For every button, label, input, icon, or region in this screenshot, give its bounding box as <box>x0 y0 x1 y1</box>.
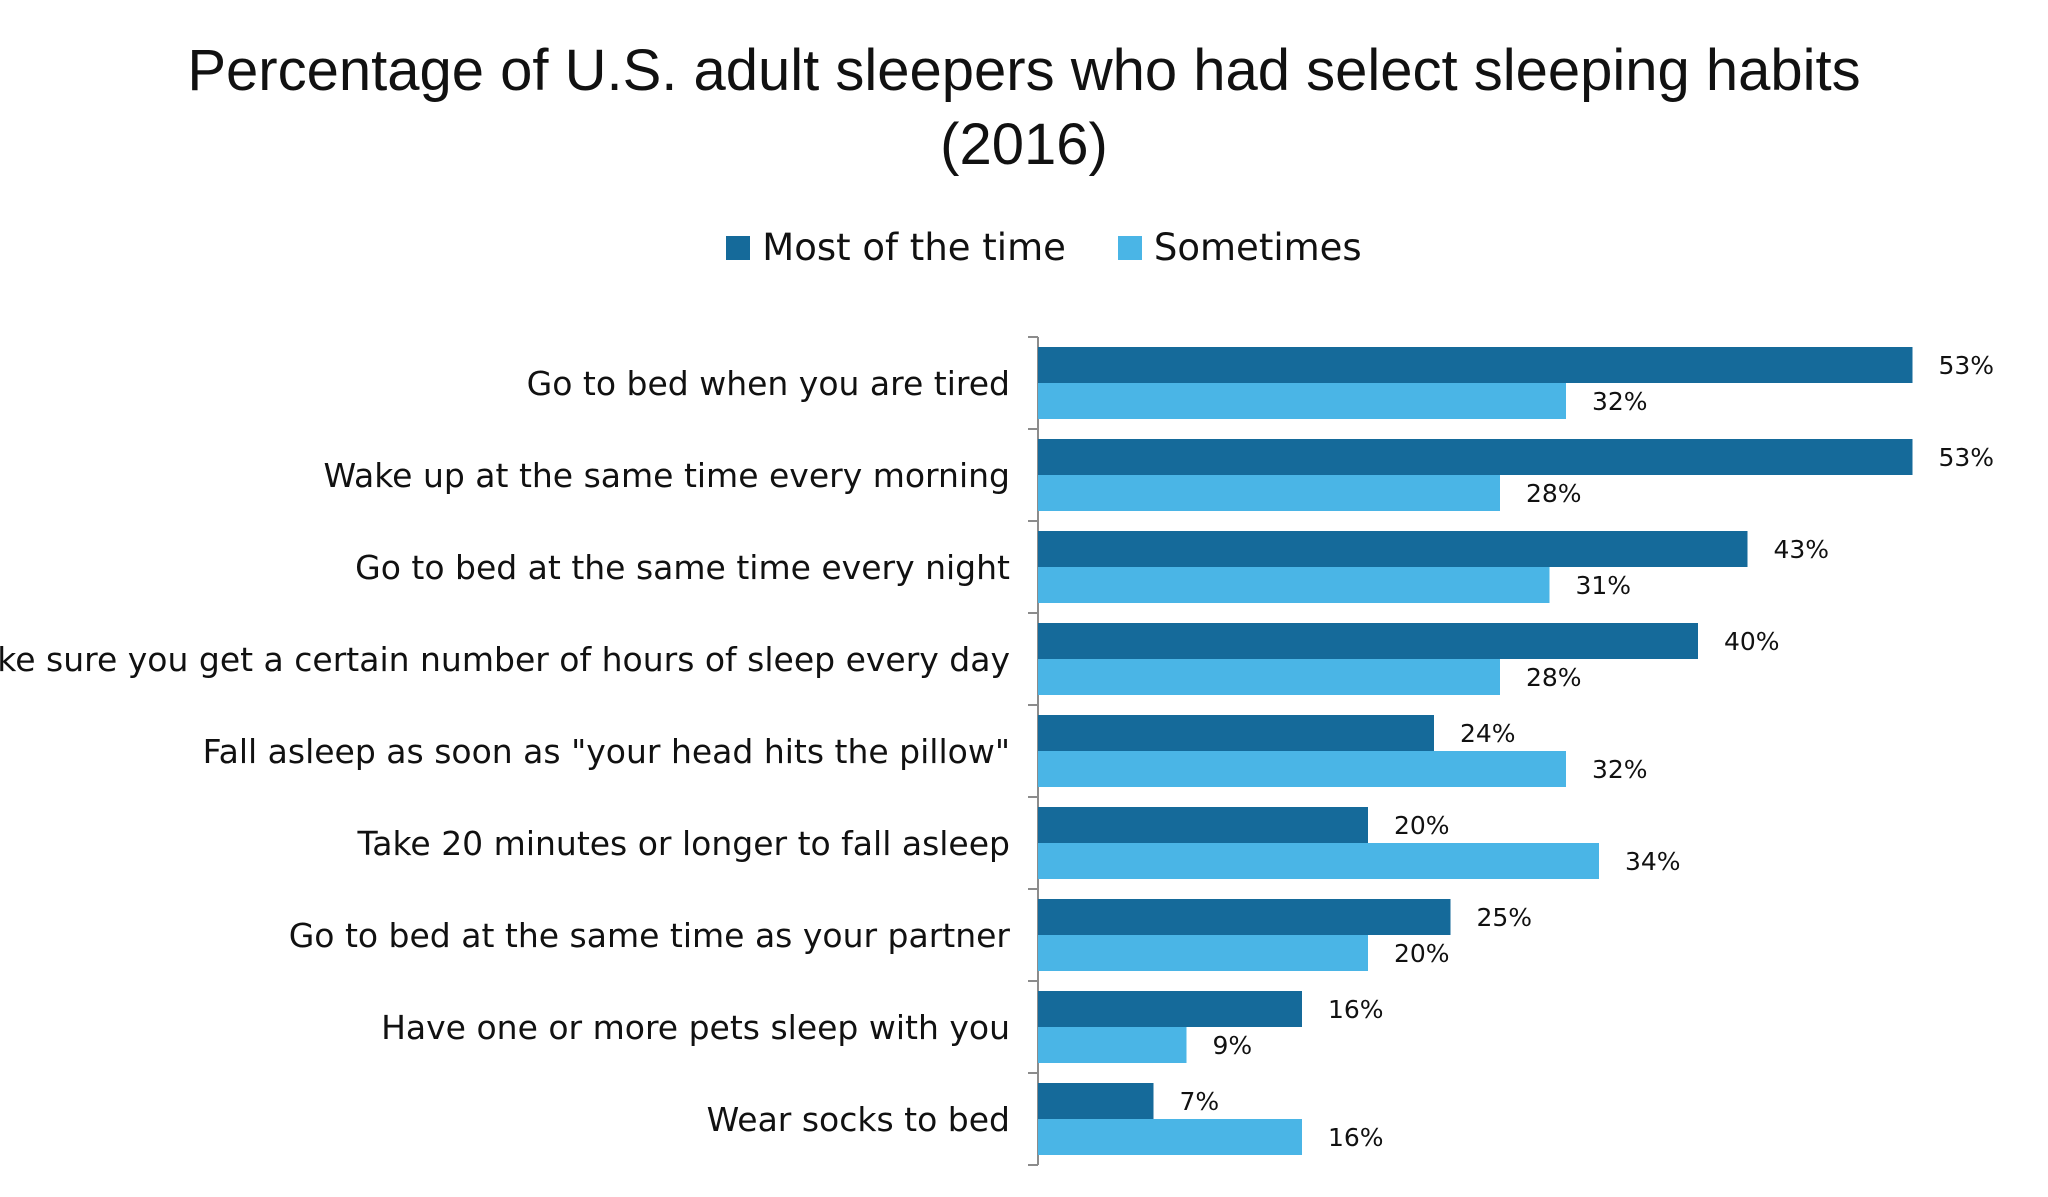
bar-sometimes <box>1038 1027 1187 1063</box>
data-label: 53% <box>1939 443 1995 472</box>
data-label: 43% <box>1774 535 1830 564</box>
bar-sometimes <box>1038 475 1500 511</box>
legend-label-most-of-the-time: Most of the time <box>762 226 1066 269</box>
data-label: 16% <box>1328 1123 1384 1152</box>
bar-sometimes <box>1038 935 1368 971</box>
bar-sometimes <box>1038 751 1566 787</box>
legend-label-sometimes: Sometimes <box>1153 226 1362 269</box>
bar-sometimes <box>1038 567 1550 603</box>
category-label: Wake up at the same time every morning <box>323 456 1010 495</box>
data-label: 28% <box>1526 663 1582 692</box>
bar-most-of-the-time <box>1038 347 1913 383</box>
data-label: 16% <box>1328 995 1384 1024</box>
data-label: 20% <box>1394 811 1450 840</box>
legend-swatch-sometimes <box>1117 235 1142 260</box>
category-label: Make sure you get a certain number of ho… <box>0 640 1010 679</box>
category-label: Take 20 minutes or longer to fall asleep <box>357 824 1010 863</box>
category-label: Fall asleep as soon as "your head hits t… <box>203 732 1010 771</box>
category-label: Wear socks to bed <box>707 1100 1010 1139</box>
data-label: 31% <box>1576 571 1632 600</box>
bar-sometimes <box>1038 843 1599 879</box>
bar-most-of-the-time <box>1038 623 1698 659</box>
bar-most-of-the-time <box>1038 439 1913 475</box>
category-label: Go to bed at the same time every night <box>355 548 1010 587</box>
bar-most-of-the-time <box>1038 1083 1154 1119</box>
data-label: 7% <box>1180 1087 1220 1116</box>
data-label: 25% <box>1477 903 1533 932</box>
bar-most-of-the-time <box>1038 899 1451 935</box>
category-label: Go to bed when you are tired <box>527 364 1010 403</box>
data-label: 28% <box>1526 479 1582 508</box>
data-label: 32% <box>1592 387 1648 416</box>
bar-sometimes <box>1038 659 1500 695</box>
data-label: 34% <box>1625 847 1681 876</box>
data-label: 9% <box>1213 1031 1253 1060</box>
legend-item-most-of-the-time: Most of the time <box>726 226 1066 269</box>
category-label: Go to bed at the same time as your partn… <box>289 916 1011 955</box>
bar-most-of-the-time <box>1038 715 1434 751</box>
chart-title: Percentage of U.S. adult sleepers who ha… <box>187 38 1861 177</box>
bar-most-of-the-time <box>1038 991 1302 1027</box>
category-label: Have one or more pets sleep with you <box>381 1008 1010 1047</box>
data-label: 32% <box>1592 755 1648 784</box>
data-label: 53% <box>1939 351 1995 380</box>
bar-most-of-the-time <box>1038 531 1748 567</box>
bar-sometimes <box>1038 1119 1302 1155</box>
data-label: 40% <box>1724 627 1780 656</box>
legend-swatch-most-of-the-time <box>726 235 751 260</box>
legend: Most of the time Sometimes <box>0 226 2048 269</box>
bar-most-of-the-time <box>1038 807 1368 843</box>
bar-sometimes <box>1038 383 1566 419</box>
data-label: 20% <box>1394 939 1450 968</box>
legend-item-sometimes: Sometimes <box>1117 226 1362 269</box>
data-label: 24% <box>1460 719 1516 748</box>
